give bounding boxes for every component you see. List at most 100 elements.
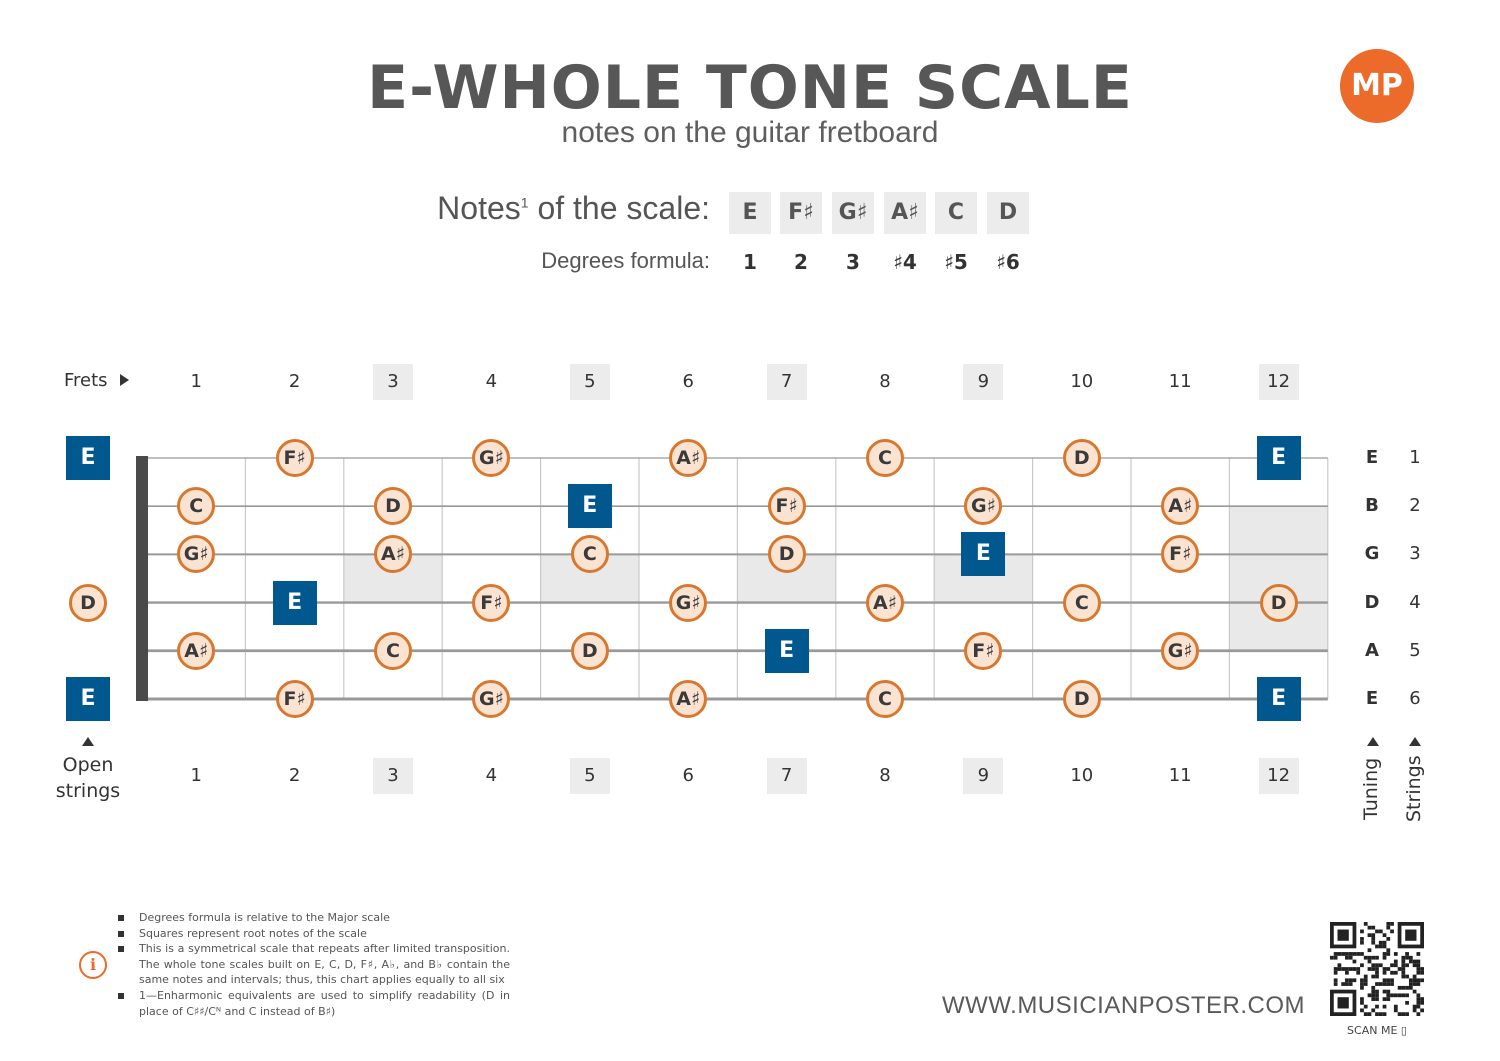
- qr-module: [1333, 970, 1338, 975]
- qr-module: [1393, 970, 1398, 975]
- qr-module: [1416, 967, 1421, 971]
- qr-module: [1397, 1012, 1402, 1016]
- qr-module: [1416, 1004, 1421, 1009]
- note-circle: A♯: [1161, 487, 1200, 526]
- qr-module: [1375, 974, 1379, 979]
- qr-module: [1367, 925, 1372, 930]
- qr-module: [1375, 929, 1379, 934]
- qr-module: [1330, 955, 1334, 960]
- string-number: 5: [1409, 639, 1421, 661]
- qr-module: [1390, 929, 1394, 934]
- note-circle: G♯: [177, 535, 216, 574]
- qr-module: [1382, 955, 1387, 960]
- qr-module: [1386, 978, 1391, 983]
- fret-number: 3: [373, 758, 413, 794]
- qr-module: [1386, 989, 1391, 994]
- qr-module: [1341, 967, 1346, 971]
- qr-module: [1405, 963, 1409, 968]
- qr-module: [1393, 1004, 1398, 1009]
- open-strings-label: Open strings: [48, 752, 128, 804]
- arrow-right-icon: [120, 374, 129, 386]
- root-note-square: E: [66, 677, 110, 721]
- qr-module: [1416, 1000, 1421, 1005]
- qr-module: [1341, 952, 1346, 956]
- qr-module: [1371, 940, 1376, 945]
- qr-module: [1382, 967, 1387, 971]
- qr-module: [1360, 978, 1364, 983]
- string-number: 1: [1409, 447, 1421, 468]
- note-circle: G♯: [964, 487, 1003, 526]
- qr-module: [1375, 944, 1379, 949]
- qr-module: [1360, 940, 1364, 945]
- string-number: 3: [1409, 543, 1421, 565]
- qr-module: [1378, 982, 1383, 986]
- qr-module: [1356, 967, 1361, 971]
- fret-number: 7: [766, 758, 807, 794]
- qr-module: [1393, 963, 1398, 968]
- open-strings-label-line2: strings: [55, 780, 121, 802]
- tuning-note: E: [1365, 447, 1379, 468]
- fret-number: 4: [485, 371, 498, 392]
- scale-note: C: [935, 192, 977, 234]
- note-circle: D: [767, 535, 806, 574]
- qr-module: [1371, 967, 1376, 971]
- qr-module: [1416, 993, 1421, 998]
- note-circle: G♯: [1161, 631, 1200, 670]
- qr-module: [1371, 937, 1376, 941]
- qr-module: [1386, 922, 1391, 926]
- qr-module: [1360, 952, 1364, 956]
- note-circle: F♯: [1161, 535, 1200, 574]
- qr-module: [1363, 1004, 1368, 1009]
- qr-module: [1412, 1008, 1417, 1013]
- qr-module: [1337, 952, 1342, 956]
- notes-label-sup: 1: [520, 194, 529, 211]
- qr-module: [1375, 967, 1379, 971]
- qr-module: [1382, 933, 1387, 938]
- qr-module: [1360, 1008, 1364, 1013]
- website-link[interactable]: WWW.MUSICIANPOSTER.COM: [942, 992, 1305, 1019]
- qr-module: [1356, 952, 1361, 956]
- arrow-up-icon: [1409, 737, 1421, 746]
- fret-number: 9: [963, 758, 1004, 794]
- qr-module: [1378, 1012, 1383, 1016]
- qr-module: [1367, 955, 1372, 960]
- qr-module: [1408, 978, 1413, 983]
- qr-module: [1371, 933, 1376, 938]
- qr-module: [1393, 952, 1398, 956]
- qr-module: [1382, 1004, 1387, 1009]
- qr-module: [1363, 922, 1368, 926]
- qr-module: [1393, 959, 1398, 964]
- qr-module: [1375, 970, 1379, 975]
- note-circle: A♯: [866, 583, 904, 622]
- qr-module: [1382, 978, 1387, 983]
- note-circle: A♯: [177, 631, 216, 670]
- note-circle: D: [374, 487, 412, 526]
- qr-module: [1371, 989, 1376, 994]
- qr-module: [1390, 978, 1394, 983]
- root-note-square: E: [1256, 677, 1301, 721]
- qr-module: [1386, 937, 1391, 941]
- root-note-square: E: [764, 628, 809, 673]
- qr-module: [1420, 1000, 1424, 1005]
- fret-number: 10: [1070, 371, 1094, 392]
- strings-label: Strings: [1403, 755, 1425, 822]
- qr-module: [1393, 1008, 1398, 1013]
- footnote-item: This is a symmetrical scale that repeats…: [115, 941, 510, 988]
- qr-module: [1333, 978, 1338, 983]
- qr-module: [1375, 955, 1379, 960]
- qr-module: [1375, 963, 1379, 968]
- qr-module: [1375, 997, 1379, 1001]
- footnote-item: Squares represent root notes of the scal…: [115, 926, 510, 942]
- qr-module: [1367, 948, 1372, 953]
- qr-module: [1371, 993, 1376, 998]
- scale-note: F♯: [780, 192, 822, 234]
- note-circle: G♯: [669, 583, 708, 622]
- qr-module: [1401, 985, 1406, 990]
- qr-code[interactable]: [1330, 922, 1424, 1016]
- scale-note: A♯: [884, 192, 926, 234]
- qr-module: [1375, 989, 1379, 994]
- notes-label-text: Notes: [437, 190, 521, 226]
- note-circle: F♯: [964, 631, 1003, 670]
- qr-module: [1375, 1012, 1379, 1016]
